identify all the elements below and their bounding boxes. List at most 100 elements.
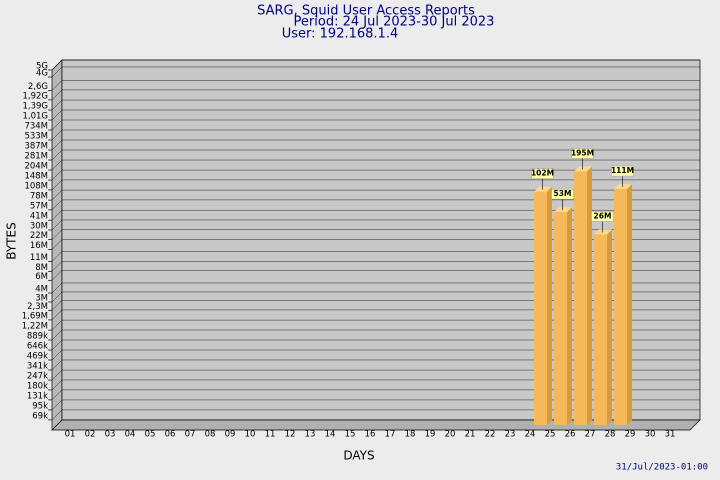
x-tick-label: 31 <box>665 430 676 440</box>
y-tick-label: 1,69M <box>22 311 48 321</box>
grid-line <box>51 359 63 371</box>
y-tick-label: 533M <box>24 132 48 142</box>
x-tick-label: 07 <box>185 430 196 440</box>
x-tick-label: 22 <box>485 430 496 440</box>
x-tick-label: 20 <box>445 430 456 440</box>
bar <box>574 171 587 425</box>
grid-line <box>51 159 63 171</box>
bar <box>554 212 567 425</box>
y-tick-label: 4M <box>35 284 48 294</box>
value-label: 26M <box>594 211 612 220</box>
x-tick-label: 05 <box>145 430 156 440</box>
bar-side <box>627 184 632 425</box>
x-tick-label: 08 <box>205 430 216 440</box>
x-tick-label: 06 <box>165 430 176 440</box>
x-tick-label: 02 <box>85 430 96 440</box>
value-label: 102M <box>531 169 554 178</box>
grid-line <box>51 199 63 211</box>
grid-line <box>51 149 63 161</box>
bar-top <box>574 166 592 172</box>
y-axis-label: BYTES <box>5 222 19 259</box>
y-tick-label: 204M <box>24 162 48 172</box>
x-axis-label: DAYS <box>343 449 374 463</box>
y-tick-label: 2,6G <box>28 82 48 92</box>
x-tick-label: 04 <box>125 430 136 440</box>
bar-side <box>587 166 592 425</box>
grid-line <box>51 309 63 321</box>
x-tick-label: 26 <box>565 430 576 440</box>
y-tick-label: 57M <box>30 201 48 211</box>
grid-line <box>51 109 63 121</box>
x-tick-label: 21 <box>465 430 476 440</box>
bar-top <box>594 229 612 235</box>
y-tick-label: 78M <box>30 192 48 202</box>
x-tick-label: 28 <box>605 430 616 440</box>
grid-line <box>51 291 63 303</box>
y-tick-label: 5G <box>36 62 48 72</box>
y-tick-label: 1,22M <box>22 322 48 332</box>
x-tick-label: 29 <box>625 430 636 440</box>
grid-line <box>51 169 63 181</box>
grid-line <box>51 389 63 401</box>
bar-top <box>534 186 552 192</box>
bar-side <box>607 229 612 425</box>
grid-line <box>51 282 63 294</box>
x-tick-label: 03 <box>105 430 116 440</box>
y-tick-label: 1,39G <box>22 102 48 112</box>
x-tick-label: 16 <box>365 430 376 440</box>
x-tick-label: 14 <box>325 430 336 440</box>
grid-line <box>51 179 63 191</box>
x-tick-label: 13 <box>305 430 316 440</box>
y-tick-label: 341k <box>27 361 48 371</box>
value-label: 53M <box>554 189 572 198</box>
chart-subtitle: User: 192.168.1.4 <box>282 27 398 42</box>
y-tick-label: 247k <box>27 372 48 382</box>
y-tick-label: 11M <box>30 253 48 263</box>
grid-line <box>51 210 63 221</box>
grid-line <box>51 409 63 421</box>
x-tick-label: 23 <box>505 430 516 440</box>
grid-line <box>51 251 63 262</box>
y-tick-label: 734M <box>24 121 48 131</box>
bar <box>614 189 627 425</box>
bar-top <box>614 184 632 190</box>
y-tick-label: 6M <box>35 272 48 282</box>
label-box <box>611 165 634 177</box>
grid-line <box>51 139 63 151</box>
grid-line <box>51 300 63 311</box>
grid-line <box>51 80 63 91</box>
x-tick-label: 12 <box>285 430 296 440</box>
grid-line <box>51 99 63 111</box>
y-tick-label: 30M <box>30 221 48 231</box>
y-tick-label: 131k <box>27 391 48 401</box>
y-tick-label: 108M <box>24 181 48 191</box>
bar-side <box>567 207 572 425</box>
y-tick-label: 646k <box>27 341 48 351</box>
grid-line <box>51 119 63 131</box>
x-tick-label: 30 <box>645 430 656 440</box>
y-tick-label: 281M <box>24 152 48 162</box>
y-tick-label: 4G <box>36 68 48 78</box>
x-tick-label: 10 <box>245 430 256 440</box>
grid-line <box>51 339 63 351</box>
x-tick-label: 24 <box>525 430 536 440</box>
x-tick-label: 27 <box>585 430 596 440</box>
bar <box>594 234 607 425</box>
label-box <box>531 168 554 179</box>
grid-line <box>51 129 63 141</box>
bar-top <box>554 207 572 213</box>
y-tick-label: 180k <box>27 381 48 391</box>
y-tick-label: 16M <box>30 241 48 251</box>
y-tick-label: 1,92G <box>22 91 48 101</box>
y-tick-label: 22M <box>30 231 48 241</box>
left-wall <box>51 59 63 431</box>
label-box <box>571 148 594 159</box>
grid-line <box>51 59 63 71</box>
grid-line <box>51 319 63 331</box>
chart-subtitle: Period: 24 Jul 2023-30 Jul 2023 <box>294 15 495 30</box>
x-tick-label: 09 <box>225 430 236 440</box>
label-box <box>551 188 574 200</box>
y-tick-label: 69k <box>32 411 48 421</box>
y-tick-label: 469k <box>27 352 48 362</box>
